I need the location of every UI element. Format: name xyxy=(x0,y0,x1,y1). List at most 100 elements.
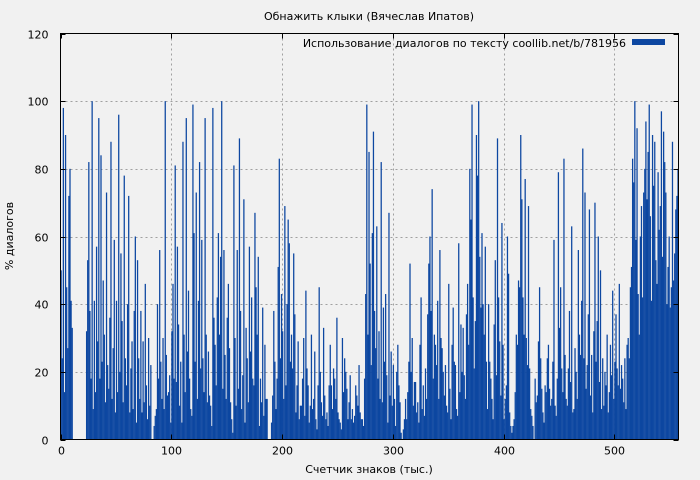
bar xyxy=(599,270,602,440)
bar xyxy=(495,375,498,440)
plot-frame xyxy=(60,33,679,440)
bar xyxy=(524,178,526,440)
bar xyxy=(371,233,373,440)
bar xyxy=(314,351,316,440)
bar xyxy=(123,175,125,440)
bar xyxy=(350,419,352,440)
bar xyxy=(527,206,530,440)
bar xyxy=(348,402,350,440)
bar xyxy=(595,361,597,440)
bar xyxy=(614,361,616,440)
bar xyxy=(246,358,248,440)
bar xyxy=(277,266,279,440)
bar xyxy=(509,412,511,440)
bar xyxy=(481,233,483,440)
bar xyxy=(576,398,578,440)
bar xyxy=(557,172,560,440)
bar xyxy=(528,368,531,440)
bar xyxy=(627,338,629,440)
bar xyxy=(418,422,420,440)
bar xyxy=(588,209,591,440)
bar xyxy=(297,341,299,440)
bar xyxy=(176,246,179,440)
bar xyxy=(153,425,155,440)
bar xyxy=(264,344,266,440)
bar xyxy=(145,385,148,440)
bar xyxy=(496,138,499,440)
bar xyxy=(290,334,293,440)
bar xyxy=(500,395,502,440)
bar xyxy=(640,206,643,440)
bar xyxy=(317,385,319,440)
bar xyxy=(358,365,360,440)
bar xyxy=(461,371,463,440)
bar xyxy=(593,331,595,440)
bar xyxy=(227,283,230,440)
bar xyxy=(380,162,382,440)
bar xyxy=(650,300,653,440)
bar xyxy=(567,368,570,440)
y-tick-label: 100 xyxy=(28,96,49,109)
bar xyxy=(651,135,654,440)
bar xyxy=(393,398,396,440)
bar xyxy=(414,381,417,440)
bar xyxy=(586,365,588,440)
bar xyxy=(517,280,520,440)
chart-title: Обнажить клыки (Вячеслав Ипатов) xyxy=(264,10,474,23)
bar xyxy=(542,412,544,440)
bar xyxy=(555,415,557,440)
bar xyxy=(233,165,235,440)
bar xyxy=(100,155,102,440)
bar xyxy=(163,409,165,440)
bar xyxy=(241,409,243,440)
bar xyxy=(315,419,317,440)
bar xyxy=(631,158,634,440)
bar xyxy=(459,392,461,440)
bar xyxy=(67,348,69,440)
bar xyxy=(597,236,599,440)
bar xyxy=(311,409,314,440)
bar xyxy=(674,253,676,440)
bar xyxy=(564,354,566,440)
bar xyxy=(404,398,407,440)
bar xyxy=(672,280,675,440)
bar xyxy=(460,324,462,440)
bar xyxy=(492,419,494,440)
bar xyxy=(289,361,292,440)
bar xyxy=(613,398,615,440)
bar xyxy=(463,375,465,440)
bar xyxy=(592,412,594,440)
bar xyxy=(70,300,72,440)
bar xyxy=(146,419,149,440)
bar xyxy=(587,314,589,440)
bar xyxy=(214,344,216,440)
bar xyxy=(520,135,522,440)
bar xyxy=(628,358,630,440)
bar xyxy=(234,338,236,440)
bar xyxy=(402,429,404,440)
bar xyxy=(174,165,176,440)
bar xyxy=(437,300,439,440)
bar xyxy=(668,236,670,440)
bar xyxy=(218,334,221,440)
bar xyxy=(243,199,245,440)
bar xyxy=(561,368,563,440)
bar xyxy=(235,405,237,440)
bar xyxy=(109,317,111,440)
bar xyxy=(440,338,442,440)
bar xyxy=(458,243,460,440)
bar xyxy=(185,118,187,440)
bar xyxy=(416,412,418,440)
bar xyxy=(514,392,516,440)
bar xyxy=(219,256,222,440)
bar xyxy=(408,361,410,440)
bar xyxy=(583,358,585,440)
bar xyxy=(62,107,64,440)
bar xyxy=(410,371,412,440)
bar xyxy=(361,419,364,440)
bar xyxy=(140,310,142,440)
legend-swatch xyxy=(632,39,665,45)
bar xyxy=(217,233,220,440)
bar xyxy=(352,422,355,440)
